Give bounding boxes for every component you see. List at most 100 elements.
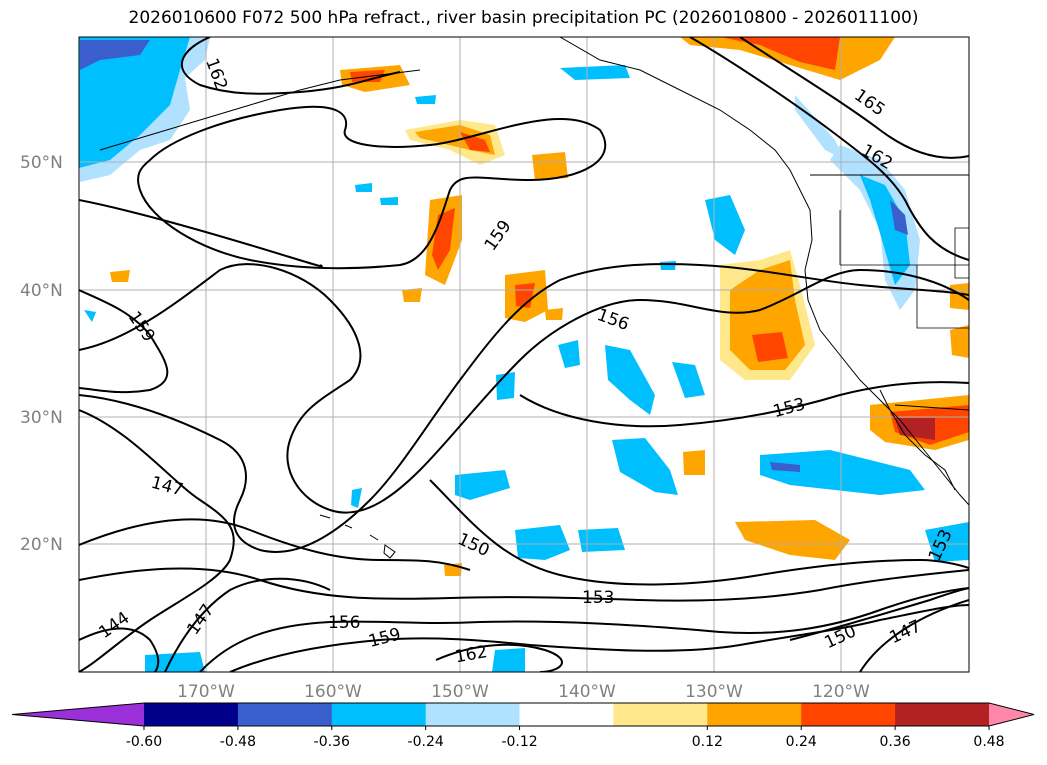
neg-region-sw bbox=[145, 652, 205, 672]
neg-region-pnw-deep bbox=[890, 200, 908, 235]
contour-159-left bbox=[79, 289, 169, 394]
coast-aleutians bbox=[99, 69, 421, 151]
neg-region-mid8 bbox=[515, 525, 570, 560]
neg-region-pnw-core bbox=[860, 175, 910, 285]
pos-region-ca-deep bbox=[752, 332, 788, 362]
colorbar-swatch bbox=[895, 703, 990, 726]
coast-baja bbox=[879, 389, 956, 491]
contour-147-se bbox=[859, 599, 969, 672]
contour-153-mid bbox=[519, 381, 969, 428]
contour-153-lower bbox=[79, 567, 969, 602]
contour-147-lower bbox=[164, 577, 331, 672]
lat-label-30: 30°N bbox=[20, 408, 63, 428]
pos-region-gulf2 bbox=[532, 152, 568, 180]
colorbar-swatch bbox=[801, 703, 896, 726]
lon-label-170w: 170°W bbox=[177, 682, 235, 702]
coast-north-america bbox=[559, 37, 969, 506]
neg-region-small1 bbox=[355, 183, 372, 192]
colorbar-tick-label: -0.48 bbox=[220, 734, 256, 750]
contour-156 bbox=[79, 263, 969, 514]
colorbar-tick-label: 0.48 bbox=[973, 734, 1004, 750]
contour-159-main bbox=[79, 199, 323, 268]
lat-axis: 50°N 40°N 30°N 20°N bbox=[20, 153, 63, 555]
map-panel: 162 165 162 159 159 156 153 147 150 153 … bbox=[78, 36, 970, 673]
colorbar-extend-max bbox=[989, 703, 1034, 726]
neg-region-nw-core bbox=[79, 37, 190, 168]
neg-region-nw-deep bbox=[80, 40, 150, 70]
contour-147 bbox=[79, 409, 235, 672]
contour-150-mid bbox=[429, 479, 969, 586]
contour-label: 156 bbox=[328, 613, 360, 633]
colorbar: -0.60 -0.48 -0.36 -0.24 -0.12 0.12 0.24 0.36 0.4… bbox=[11, 702, 1035, 750]
neg-region-se bbox=[925, 522, 969, 562]
lon-label-130w: 130°W bbox=[685, 682, 743, 702]
lat-label-20: 20°N bbox=[20, 535, 63, 555]
contour-162-pnw bbox=[689, 37, 969, 261]
colorbar-swatch bbox=[519, 703, 614, 726]
neg-region-small4 bbox=[84, 310, 96, 322]
neg-region-mid5 bbox=[612, 438, 678, 495]
neg-region-small3 bbox=[415, 95, 436, 104]
neg-region-mid7 bbox=[455, 470, 510, 500]
pos-region-east2 bbox=[950, 325, 969, 358]
contour-162-upper bbox=[180, 37, 401, 95]
lon-label-160w: 160°W bbox=[304, 682, 362, 702]
colorbar-tick-label: -0.12 bbox=[501, 734, 537, 750]
map-background bbox=[79, 37, 969, 672]
pos-region-top-core bbox=[720, 37, 840, 70]
neg-region-mid2 bbox=[672, 362, 705, 398]
map-frame bbox=[78, 36, 970, 673]
pos-region-c1-core bbox=[515, 283, 535, 308]
neg-region-small6 bbox=[351, 488, 362, 508]
neg-region-gulf bbox=[560, 65, 630, 80]
pos-region-small2 bbox=[683, 450, 705, 475]
pos-region-small1 bbox=[110, 270, 130, 282]
neg-region-mid9 bbox=[578, 528, 625, 552]
pos-region-ca-core bbox=[730, 260, 805, 370]
colorbar-tick-label: -0.24 bbox=[408, 734, 444, 750]
contour-153 bbox=[79, 262, 969, 553]
contour-159-lower bbox=[229, 604, 969, 672]
gridlines bbox=[79, 37, 969, 672]
neg-region-small2 bbox=[380, 197, 398, 205]
pos-region-small5 bbox=[545, 308, 563, 320]
neg-region-mid6 bbox=[760, 450, 925, 495]
lat-label-50: 50°N bbox=[20, 153, 63, 173]
neg-region-bc bbox=[705, 195, 745, 255]
lon-label-140w: 140°W bbox=[558, 682, 616, 702]
colorbar-tick-label: -0.36 bbox=[314, 734, 350, 750]
contour-144 bbox=[79, 627, 160, 672]
pos-region-alaska-core bbox=[350, 70, 385, 82]
neg-region-mid1 bbox=[605, 345, 655, 415]
colorbar-extend-min bbox=[12, 703, 144, 726]
contour-150-left bbox=[79, 518, 471, 571]
plot-title: 2026010600 F072 500 hPa refract., river … bbox=[128, 8, 919, 28]
contour-159-loop bbox=[137, 105, 607, 270]
contour-label: 153 bbox=[582, 588, 614, 608]
neg-region-mid6-deep bbox=[770, 462, 800, 472]
colorbar-swatch bbox=[237, 703, 333, 726]
lon-label-120w: 120°W bbox=[812, 682, 870, 702]
pos-region-small3 bbox=[402, 288, 422, 302]
colorbar-swatch bbox=[613, 703, 708, 726]
colorbar-tick-label: 0.24 bbox=[786, 734, 817, 750]
border-states bbox=[839, 210, 969, 329]
colorbar-tick-label: 0.36 bbox=[880, 734, 911, 750]
coast-hawaii bbox=[319, 514, 396, 559]
colorbar-swatch bbox=[144, 703, 239, 726]
neg-region-small5 bbox=[660, 261, 676, 270]
contour-165 bbox=[739, 37, 969, 159]
colorbar-tick-label: -0.60 bbox=[126, 734, 162, 750]
colorbar-tick-label: 0.12 bbox=[692, 734, 723, 750]
lon-axis: 170°W 160°W 150°W 140°W 130°W 120°W bbox=[177, 682, 870, 702]
border-us-mexico bbox=[894, 404, 969, 411]
refractivity-contours bbox=[79, 37, 969, 672]
pos-region-sub bbox=[735, 520, 850, 560]
colorbar-swatch bbox=[707, 703, 802, 726]
contour-156-lower bbox=[199, 587, 969, 672]
neg-region-small7 bbox=[795, 95, 845, 160]
coastlines bbox=[99, 37, 969, 559]
neg-region-mid3 bbox=[558, 340, 580, 368]
colorbar-swatch bbox=[425, 703, 521, 726]
